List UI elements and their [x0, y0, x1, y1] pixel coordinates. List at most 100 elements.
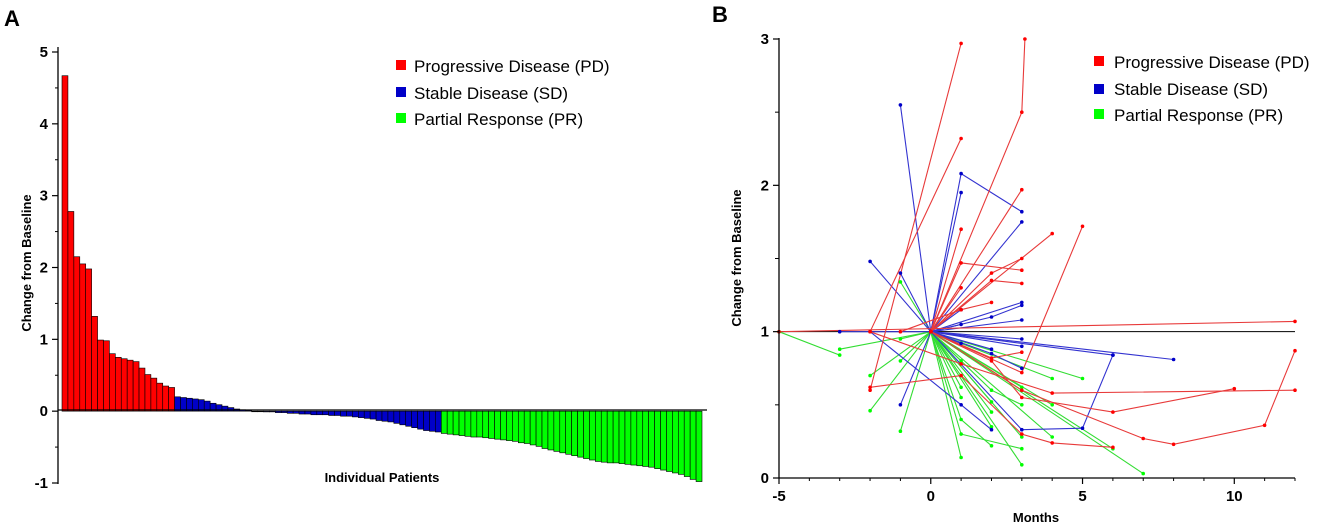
bar-pr	[547, 410, 555, 451]
panel-b-legend-label-pr: Partial Response (PR)	[1114, 106, 1283, 125]
y-tick-label: 0	[761, 470, 769, 487]
panel-b-legend-label-pd: Progressive Disease (PD)	[1114, 53, 1310, 72]
bar-pr	[672, 410, 679, 474]
point-pr	[898, 359, 903, 363]
bar-sd	[357, 410, 365, 418]
panel-a-bars	[61, 75, 703, 482]
panel-a-legend-swatch-pr	[396, 113, 406, 123]
y-tick-label: 4	[40, 116, 49, 133]
panel-b-legend: Progressive Disease (PD) Stable Disease …	[1094, 53, 1310, 125]
bar-pr	[636, 410, 644, 467]
bar-sd	[275, 410, 282, 413]
point-pd	[1080, 224, 1085, 229]
bar-pr	[553, 410, 561, 452]
point-pd	[1020, 256, 1024, 261]
bar-pd	[162, 385, 169, 412]
x-tick-label: 5	[1078, 488, 1086, 505]
point-sd	[868, 259, 872, 264]
bar-sd	[292, 410, 300, 414]
bar-pr	[523, 410, 531, 444]
bar-pr	[565, 410, 572, 455]
point-pd	[989, 359, 994, 363]
point-pd	[1020, 187, 1024, 192]
point-pr	[959, 359, 963, 363]
bar-sd	[399, 410, 407, 426]
point-sd	[989, 427, 994, 432]
point-sd	[959, 190, 963, 195]
point-pd	[1020, 281, 1024, 286]
bar-sd	[429, 410, 436, 432]
panel-b-legend-swatch-sd	[1094, 84, 1104, 94]
point-pd	[1020, 388, 1024, 393]
y-tick-label: 3	[761, 31, 769, 48]
bar-pd	[150, 377, 158, 412]
bar-sd	[423, 410, 430, 431]
point-sd	[989, 347, 994, 352]
point-pr	[989, 410, 994, 414]
bar-pr	[476, 410, 484, 438]
trajectory-sd	[930, 221, 1023, 333]
point-pr	[989, 444, 994, 448]
bar-sd	[417, 410, 424, 430]
bar-pr	[642, 410, 649, 467]
trajectory-pd	[930, 233, 1053, 333]
point-sd	[1171, 357, 1176, 362]
panel-a-label: A	[4, 6, 20, 31]
trajectory-pd	[869, 138, 962, 332]
point-pd	[868, 385, 872, 390]
trajectory-sd	[839, 192, 962, 333]
point-pr	[837, 347, 842, 352]
panel-a-y-axis-title: Change from Baseline	[19, 194, 34, 331]
point-pd	[1111, 410, 1115, 414]
bar-pr	[500, 410, 507, 441]
trajectory-pd	[930, 331, 1296, 445]
y-tick-label: 2	[40, 260, 48, 277]
panel-b-points	[777, 37, 1297, 476]
point-pr	[898, 337, 903, 341]
point-pd	[1020, 110, 1024, 114]
bar-sd	[328, 410, 335, 416]
point-pr	[1020, 435, 1024, 439]
bar-sd	[405, 410, 412, 427]
panel-b-legend-label-sd: Stable Disease (SD)	[1114, 80, 1268, 99]
point-pr	[989, 388, 994, 393]
point-pr	[898, 280, 903, 284]
point-pr	[959, 385, 963, 390]
panel-b-legend-swatch-pr	[1094, 109, 1104, 119]
point-sd	[989, 315, 994, 319]
bar-pr	[630, 410, 638, 466]
bar-sd	[381, 410, 389, 422]
point-pr	[1080, 376, 1085, 381]
bar-pr	[583, 410, 590, 459]
y-tick-label: 3	[40, 188, 48, 205]
point-pd	[1050, 391, 1054, 395]
point-sd	[898, 103, 903, 107]
x-tick-label: 0	[927, 488, 935, 505]
bar-sd	[180, 397, 187, 412]
bar-sd	[263, 410, 270, 413]
bar-pr	[517, 410, 525, 444]
point-pr	[959, 417, 963, 422]
trajectory-pr	[869, 331, 932, 377]
point-pr	[898, 429, 903, 434]
bar-pr	[494, 410, 501, 440]
trajectory-pr	[930, 331, 992, 413]
panel-b-trajectories	[778, 38, 1296, 475]
point-sd	[1020, 366, 1024, 371]
bar-pr	[606, 410, 614, 464]
y-tick-label: 1	[40, 331, 48, 348]
panel-a-legend-label-pd: Progressive Disease (PD)	[414, 57, 610, 76]
bar-pd	[103, 340, 110, 412]
point-pr	[1050, 435, 1054, 439]
point-pd	[1111, 445, 1115, 450]
bar-sd	[298, 410, 306, 415]
bar-sd	[375, 410, 383, 421]
bar-pd	[79, 263, 87, 412]
point-pr	[1020, 403, 1024, 407]
bar-sd	[310, 410, 318, 416]
panel-b-label: B	[712, 2, 728, 27]
bar-pr	[529, 410, 537, 446]
trajectory-sd	[930, 331, 1114, 431]
bar-pr	[482, 410, 489, 439]
